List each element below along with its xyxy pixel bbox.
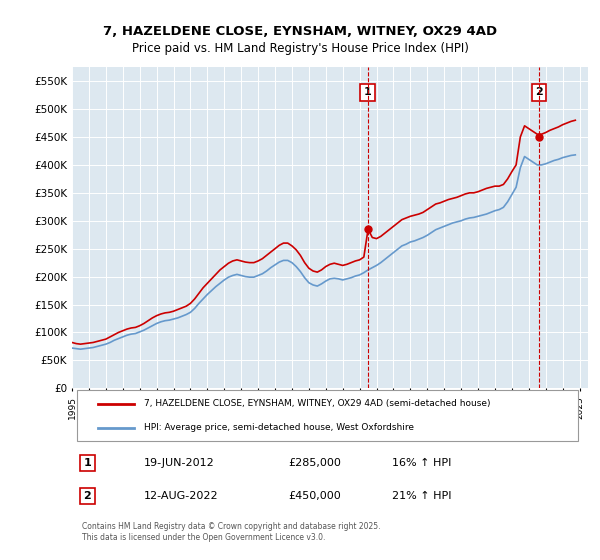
Text: 16% ↑ HPI: 16% ↑ HPI [392, 458, 451, 468]
Text: 7, HAZELDENE CLOSE, EYNSHAM, WITNEY, OX29 4AD (semi-detached house): 7, HAZELDENE CLOSE, EYNSHAM, WITNEY, OX2… [144, 399, 491, 408]
Text: 1: 1 [364, 87, 371, 97]
Text: £450,000: £450,000 [289, 491, 341, 501]
Text: Contains HM Land Registry data © Crown copyright and database right 2025.
This d: Contains HM Land Registry data © Crown c… [82, 522, 381, 542]
Text: 1: 1 [83, 458, 91, 468]
Text: 21% ↑ HPI: 21% ↑ HPI [392, 491, 451, 501]
Text: £285,000: £285,000 [289, 458, 341, 468]
Text: 19-JUN-2012: 19-JUN-2012 [144, 458, 215, 468]
Text: HPI: Average price, semi-detached house, West Oxfordshire: HPI: Average price, semi-detached house,… [144, 423, 414, 432]
Text: 12-AUG-2022: 12-AUG-2022 [144, 491, 219, 501]
Text: 2: 2 [535, 87, 543, 97]
FancyBboxPatch shape [77, 390, 578, 441]
Text: 2: 2 [83, 491, 91, 501]
Text: Price paid vs. HM Land Registry's House Price Index (HPI): Price paid vs. HM Land Registry's House … [131, 42, 469, 55]
Text: 7, HAZELDENE CLOSE, EYNSHAM, WITNEY, OX29 4AD: 7, HAZELDENE CLOSE, EYNSHAM, WITNEY, OX2… [103, 25, 497, 38]
